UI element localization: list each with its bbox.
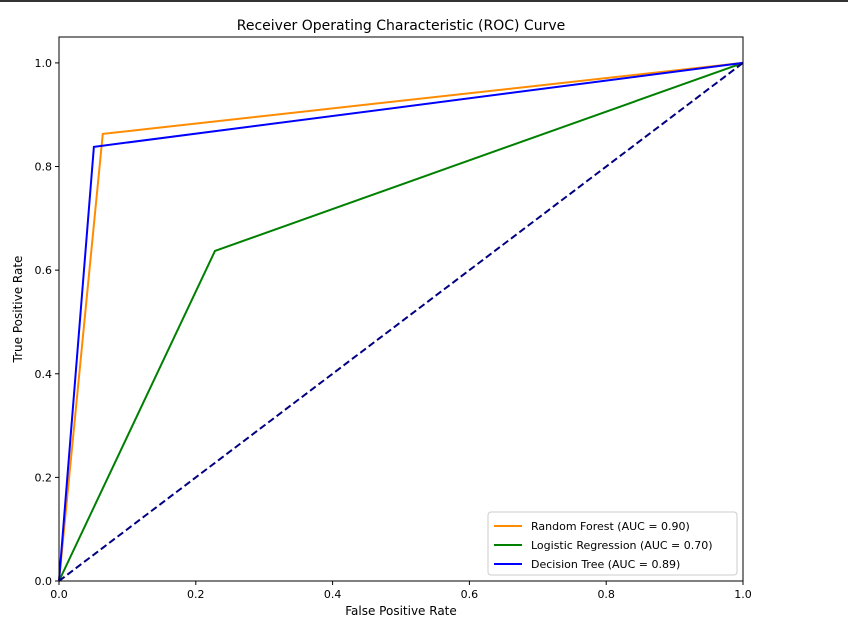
reference-diagonal-line xyxy=(58,62,744,582)
y-axis-label: True Positive Rate xyxy=(11,256,25,364)
x-tick-label: 0.4 xyxy=(324,588,342,601)
x-tick-label: 0.6 xyxy=(461,588,479,601)
y-tick-label: 0.6 xyxy=(35,264,53,277)
x-tick-label: 1.0 xyxy=(734,588,752,601)
series-line-2 xyxy=(58,61,744,582)
series-line-0 xyxy=(58,61,744,582)
legend: Random Forest (AUC = 0.90) Logistic Regre… xyxy=(487,511,738,576)
y-tick-label: 0.4 xyxy=(35,368,53,381)
series-line-1 xyxy=(58,61,744,582)
legend-label: Logistic Regression (AUC = 0.70) xyxy=(531,539,713,552)
x-axis-label: False Positive Rate xyxy=(345,604,457,618)
legend-label: Random Forest (AUC = 0.90) xyxy=(531,520,690,533)
x-tick-label: 0.2 xyxy=(187,588,205,601)
x-tick-label: 0.8 xyxy=(597,588,615,601)
legend-label: Decision Tree (AUC = 0.89) xyxy=(531,558,680,571)
chart-title: Receiver Operating Characteristic (ROC) … xyxy=(237,18,566,34)
y-tick-label: 1.0 xyxy=(35,57,53,70)
x-tick-label: 0.0 xyxy=(50,588,68,601)
y-tick-label: 0.0 xyxy=(35,575,53,588)
y-tick-label: 0.2 xyxy=(35,471,53,484)
y-tick-label: 0.8 xyxy=(35,161,53,174)
legend-box xyxy=(487,511,738,576)
plot-frame xyxy=(58,36,744,582)
